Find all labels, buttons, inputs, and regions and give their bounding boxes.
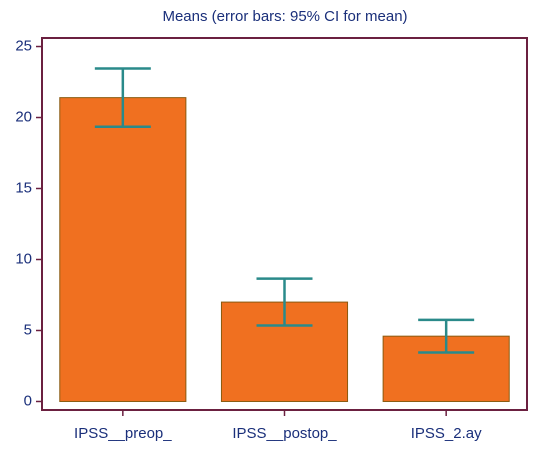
chart-title: Means (error bars: 95% CI for mean): [162, 8, 407, 25]
error-bar: [418, 318, 475, 354]
y-tick-label: 10: [15, 250, 32, 267]
y-tick-label: 15: [15, 179, 32, 196]
x-tick-label: IPSS__preop_: [74, 425, 172, 442]
y-tick-label: 25: [15, 37, 32, 54]
x-tick-label: IPSS_2.ay: [411, 425, 482, 442]
y-tick-label: 0: [24, 392, 32, 409]
y-tick-label: 5: [24, 321, 32, 338]
y-tick-label: 20: [15, 108, 32, 125]
x-tick-label: IPSS__postop_: [232, 425, 337, 442]
plot-frame: [41, 37, 528, 411]
error-bar: [94, 67, 151, 128]
bar: [59, 97, 187, 402]
error-bar: [256, 277, 313, 327]
